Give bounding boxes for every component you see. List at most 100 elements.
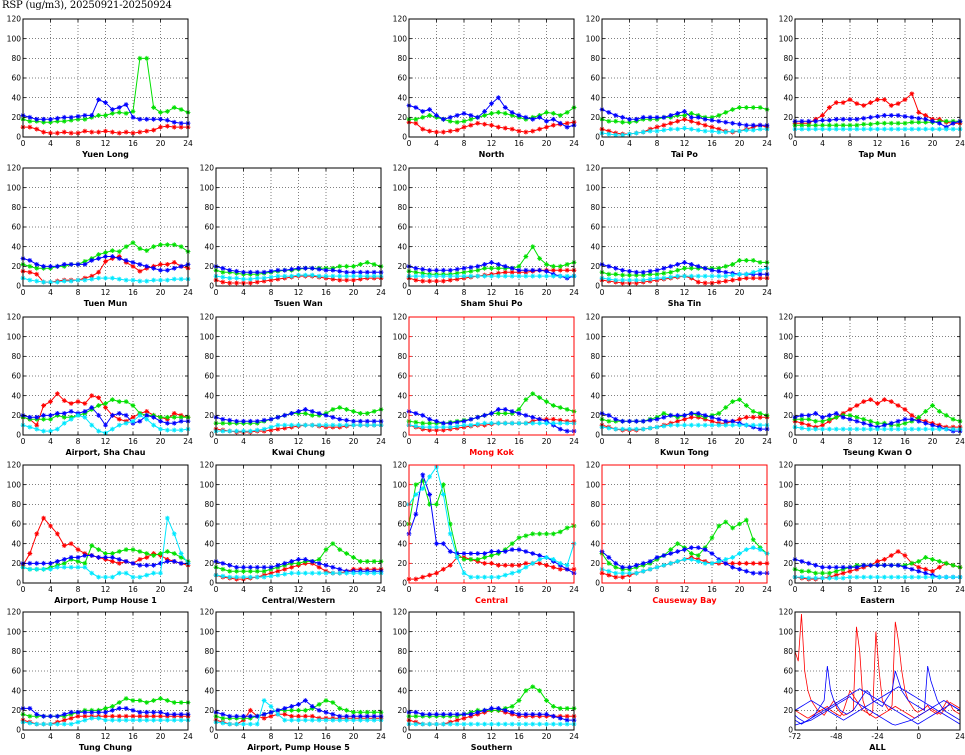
data-point: [164, 549, 170, 554]
data-point: [640, 418, 646, 424]
x-tick-label: 4: [48, 585, 53, 594]
data-point: [61, 414, 67, 420]
data-point: [137, 709, 143, 715]
data-point: [116, 256, 122, 261]
data-point: [178, 560, 184, 566]
data-point: [41, 560, 47, 566]
data-point: [820, 422, 825, 428]
data-point: [633, 277, 639, 283]
data-point: [309, 717, 315, 723]
data-point: [109, 129, 115, 135]
x-tick-label: 16: [514, 437, 524, 446]
data-point: [468, 273, 474, 279]
data-point: [427, 501, 433, 507]
data-point: [371, 717, 377, 723]
data-point: [61, 261, 67, 267]
data-point: [61, 711, 67, 717]
data-point: [606, 568, 612, 574]
data-point: [737, 397, 742, 402]
data-point: [427, 721, 433, 727]
data-point: [716, 410, 722, 416]
y-tick-label: 100: [7, 480, 22, 489]
y-tick-label: 60: [590, 520, 600, 529]
data-point: [675, 418, 681, 424]
data-point: [116, 410, 122, 416]
y-tick-label: 0: [595, 282, 600, 291]
data-point: [633, 280, 639, 286]
data-point: [930, 426, 935, 432]
data-point: [309, 570, 315, 576]
y-tick-label: 80: [204, 647, 214, 656]
data-point: [688, 265, 694, 271]
data-point: [902, 120, 908, 126]
data-point: [282, 425, 288, 431]
data-point: [302, 410, 308, 416]
y-tick-label: 80: [397, 54, 407, 63]
y-tick-label: 20: [11, 411, 21, 420]
data-point: [737, 560, 742, 566]
data-point: [509, 126, 515, 132]
data-point: [730, 422, 736, 428]
data-point: [54, 426, 60, 432]
data-point: [550, 116, 556, 122]
data-point: [675, 412, 681, 418]
x-tick-label: 4: [241, 437, 246, 446]
data-point: [909, 114, 915, 120]
data-point: [606, 412, 612, 418]
data-point: [509, 112, 515, 118]
data-point: [323, 547, 329, 552]
data-point: [936, 120, 942, 126]
data-point: [688, 114, 694, 120]
data-point: [668, 551, 674, 556]
data-point: [309, 704, 315, 709]
y-tick-label: 20: [11, 559, 21, 568]
data-point: [936, 574, 942, 580]
data-point: [654, 267, 660, 273]
data-point: [516, 267, 522, 273]
data-point: [447, 424, 453, 430]
data-point: [68, 278, 74, 284]
data-point: [930, 422, 935, 428]
data-point: [82, 409, 88, 414]
data-point: [702, 273, 708, 279]
data-point: [103, 709, 108, 715]
data-point: [427, 267, 433, 273]
data-point: [371, 570, 377, 576]
data-point: [461, 118, 467, 124]
data-point: [723, 263, 729, 269]
data-point: [27, 114, 33, 120]
data-point: [109, 111, 115, 116]
series-line-red: [794, 689, 961, 719]
data-point: [420, 266, 426, 272]
data-point: [41, 515, 47, 521]
data-point: [144, 278, 150, 284]
data-point: [34, 271, 40, 277]
data-point: [468, 416, 474, 422]
data-point: [868, 426, 874, 432]
data-point: [930, 126, 935, 132]
data-point: [440, 424, 446, 430]
data-point: [371, 713, 377, 719]
data-point: [427, 492, 433, 497]
data-point: [750, 275, 756, 281]
data-point: [730, 277, 736, 283]
data-point: [268, 427, 274, 433]
data-point: [171, 410, 177, 416]
data-point: [750, 537, 756, 543]
data-point: [247, 568, 253, 574]
data-point: [344, 570, 350, 576]
data-point: [461, 715, 467, 721]
data-point: [61, 278, 67, 284]
data-point: [413, 511, 419, 517]
data-point: [489, 111, 494, 116]
data-point: [164, 117, 170, 123]
data-point: [454, 721, 460, 727]
data-point: [75, 130, 81, 136]
data-point: [48, 713, 53, 719]
data-point: [757, 260, 763, 265]
data-point: [89, 276, 95, 282]
data-point: [351, 709, 356, 715]
